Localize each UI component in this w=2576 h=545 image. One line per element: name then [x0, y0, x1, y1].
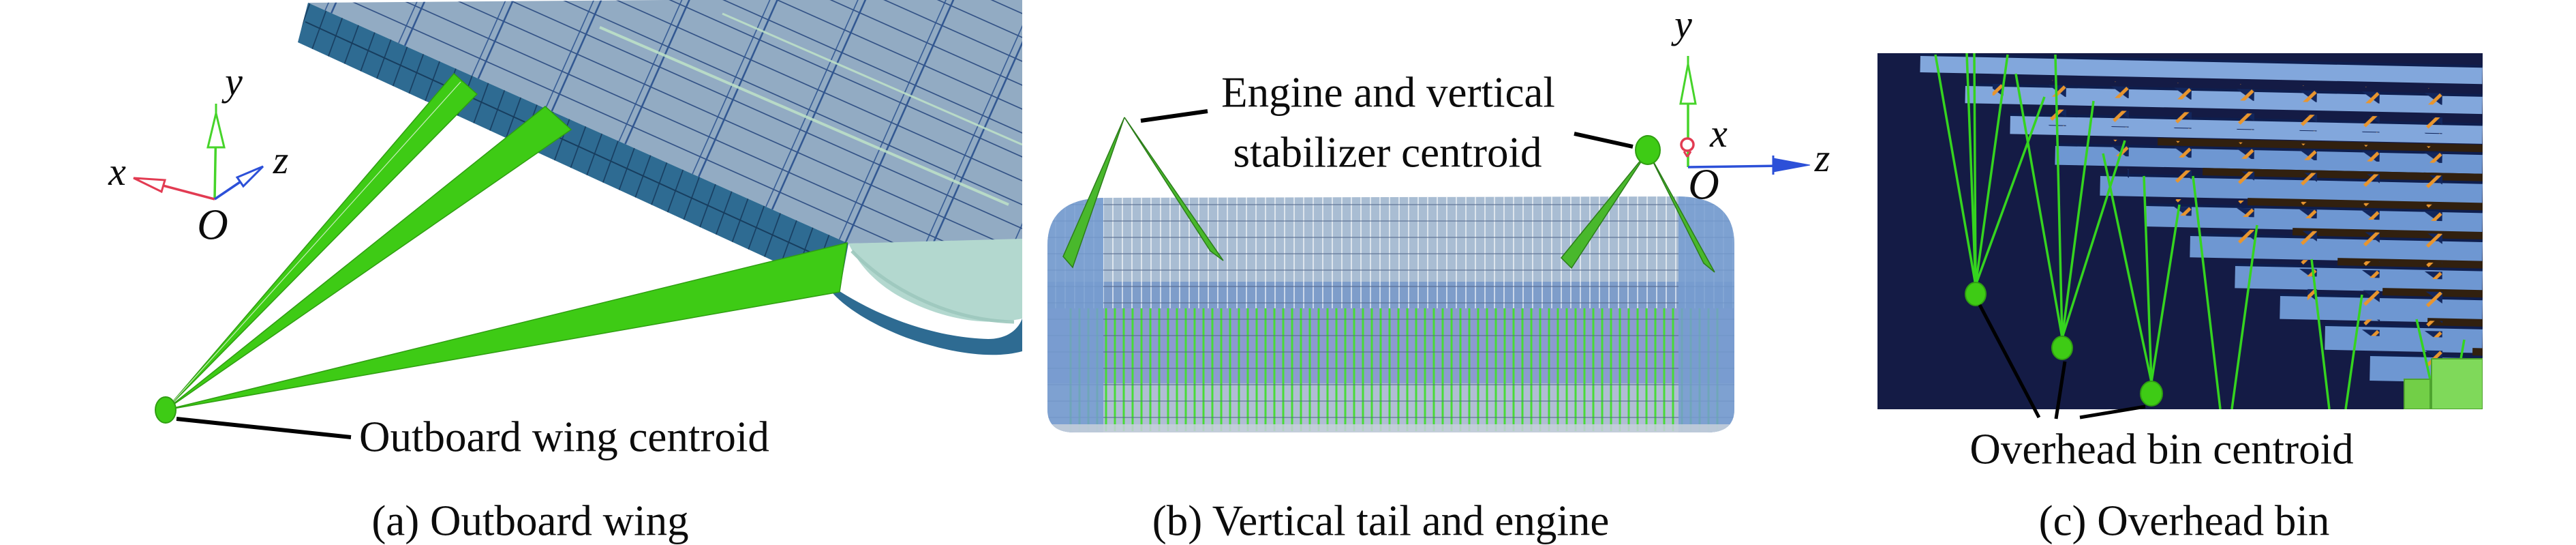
axis-label-origin: O — [1688, 160, 1719, 209]
axis-label-y: y — [225, 59, 243, 104]
engine-spike-left — [1062, 117, 1224, 269]
panel-outboard-wing: y x z O Outboard wing centroid (a) Outbo… — [0, 0, 1022, 545]
panel-vertical-tail-engine: y x z O Engine and vertical stabilizer c… — [1022, 0, 1840, 545]
engine-leader-lines — [1140, 109, 1634, 149]
outboard-wing-rendering — [133, 0, 1022, 439]
wing-tip — [833, 239, 1022, 355]
panel-b-caption: (b) Vertical tail and engine — [1152, 497, 1610, 545]
axis-triad-a — [133, 104, 264, 201]
engine-centroid-label-line1: Engine and vertical — [1221, 68, 1555, 117]
axis-label-x: x — [108, 149, 126, 194]
wing-leader-line — [176, 417, 352, 439]
engine-centroid-marker — [1635, 135, 1661, 165]
overhead-bin-rendering — [1877, 53, 2483, 419]
bin-green-blocks — [2404, 358, 2483, 409]
panel-c-caption: (c) Overhead bin — [2038, 497, 2330, 545]
bin-centroid-markers — [1965, 282, 2163, 407]
bin-leader-lines — [1978, 304, 2146, 419]
tail-section-rendering — [1047, 56, 1811, 432]
axis-label-z: z — [1814, 136, 1830, 180]
bin-load-lines — [1934, 53, 2483, 409]
axis-label-origin: O — [197, 201, 228, 249]
wing-centroid-marker — [155, 396, 177, 424]
overhead-bin-centroid-label: Overhead bin centroid — [1969, 425, 2354, 473]
centroid-spikes — [165, 72, 848, 411]
engine-spike-right — [1560, 151, 1715, 273]
panel-overhead-bin: Overhead bin centroid (c) Overhead bin — [1840, 0, 2576, 545]
axis-label-y: y — [1674, 2, 1692, 46]
engine-centroid-label-line2: stabilizer centroid — [1233, 128, 1542, 177]
outboard-wing-centroid-label: Outboard wing centroid — [359, 413, 769, 461]
fuselage-body — [1047, 196, 1734, 432]
axis-label-x: x — [1710, 111, 1728, 156]
axis-triad-b — [1679, 56, 1811, 175]
panel-a-caption: (a) Outboard wing — [371, 497, 689, 545]
axis-label-z: z — [273, 138, 289, 182]
